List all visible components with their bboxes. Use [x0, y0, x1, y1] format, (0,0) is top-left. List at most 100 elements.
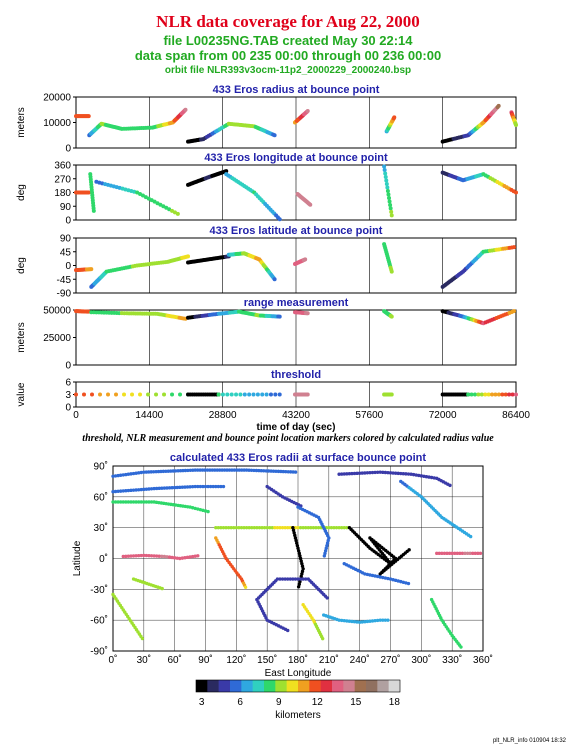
data-point: [392, 115, 397, 120]
y-tick-label: 50000: [43, 306, 71, 317]
data-point: [472, 392, 477, 397]
map-point: [463, 551, 467, 556]
colorbar-swatch: [298, 680, 310, 692]
colorbar-swatch: [366, 680, 378, 692]
map-point: [322, 554, 327, 558]
map-point: [370, 573, 375, 578]
map-point: [292, 531, 296, 535]
map-point: [391, 471, 395, 475]
map-point: [134, 500, 138, 504]
map-point: [259, 468, 263, 473]
map-point: [131, 554, 136, 558]
map-point: [136, 471, 141, 475]
map-point: [224, 525, 228, 530]
data-point: [514, 123, 518, 128]
map-point: [357, 620, 362, 624]
x-tick-label: 0: [73, 410, 79, 421]
map-point: [365, 471, 370, 475]
map-point: [154, 469, 158, 474]
map-point: [339, 525, 344, 530]
map-point: [175, 485, 179, 490]
map-point: [136, 488, 141, 492]
map-point: [210, 468, 215, 472]
data-point: [388, 206, 393, 211]
map-point: [404, 472, 408, 476]
data-point: [511, 309, 516, 314]
map-point: [242, 468, 246, 472]
map-point: [293, 525, 298, 530]
map-y-tick-label: 90˚: [94, 461, 108, 473]
map-point: [119, 489, 123, 493]
data-point: [385, 188, 390, 193]
map-point: [378, 575, 382, 579]
map-point: [249, 468, 254, 473]
colorbar-tick-label: 18: [389, 697, 401, 708]
map-point: [140, 636, 145, 641]
map-point: [329, 525, 334, 530]
map-point: [252, 468, 256, 473]
map-point: [242, 525, 246, 530]
data-point: [383, 175, 388, 180]
y-tick-label: 270: [54, 174, 71, 185]
data-point: [238, 392, 243, 397]
map-point: [270, 525, 275, 530]
map-point: [473, 551, 477, 556]
colorbar-tick-label: 12: [312, 697, 324, 708]
map-x-tick-label: 270˚: [380, 654, 400, 666]
map-point: [350, 619, 354, 624]
map-point: [299, 559, 303, 563]
map-point: [144, 500, 149, 504]
map-point: [360, 620, 364, 624]
map-point: [124, 554, 128, 559]
map-point: [297, 551, 301, 556]
map-point: [339, 472, 344, 476]
data-point: [251, 392, 256, 397]
y-axis-label: deg: [16, 257, 27, 274]
data-point: [216, 392, 221, 397]
data-point: [146, 392, 151, 397]
data-point: [466, 392, 471, 397]
map-x-axis-label: East Longitude: [265, 668, 332, 679]
map-point: [196, 484, 200, 489]
data-point: [277, 392, 282, 397]
map-point: [255, 525, 259, 530]
map-point: [229, 525, 233, 530]
map-point: [237, 525, 241, 530]
map-point: [232, 468, 237, 472]
map-point: [381, 470, 385, 475]
map-point: [304, 525, 308, 530]
map-point: [269, 469, 273, 473]
map-point: [239, 525, 244, 530]
map-point: [455, 551, 460, 556]
map-point: [279, 469, 283, 474]
page-title: NLR data coverage for Aug 22, 2000: [156, 12, 420, 31]
colorbar-swatch: [252, 680, 265, 692]
data-point: [490, 392, 495, 397]
colorbar-swatch: [275, 680, 287, 692]
data-point: [385, 185, 390, 190]
map-point: [230, 468, 234, 472]
map-y-tick-label: -60˚: [90, 615, 108, 627]
colorbar-swatch: [309, 680, 321, 692]
map-point: [126, 472, 131, 476]
data-point: [122, 392, 127, 397]
map-point: [188, 468, 193, 473]
map-point: [284, 469, 288, 474]
map-point: [417, 473, 421, 478]
data-point: [138, 392, 143, 397]
map-point: [180, 485, 185, 489]
map-point: [320, 636, 325, 641]
map-point: [200, 468, 205, 472]
map-point: [373, 470, 377, 475]
map-point: [301, 577, 305, 581]
data-point: [382, 168, 387, 173]
y-axis-label: meters: [16, 107, 27, 138]
map-point: [185, 555, 190, 560]
map-point: [460, 551, 465, 556]
panel-title: 433 Eros radius at bounce point: [213, 84, 380, 96]
map-point: [286, 525, 290, 530]
map-point: [332, 525, 336, 530]
data-point: [305, 311, 310, 316]
map-point: [208, 468, 212, 472]
map-point: [278, 525, 282, 530]
